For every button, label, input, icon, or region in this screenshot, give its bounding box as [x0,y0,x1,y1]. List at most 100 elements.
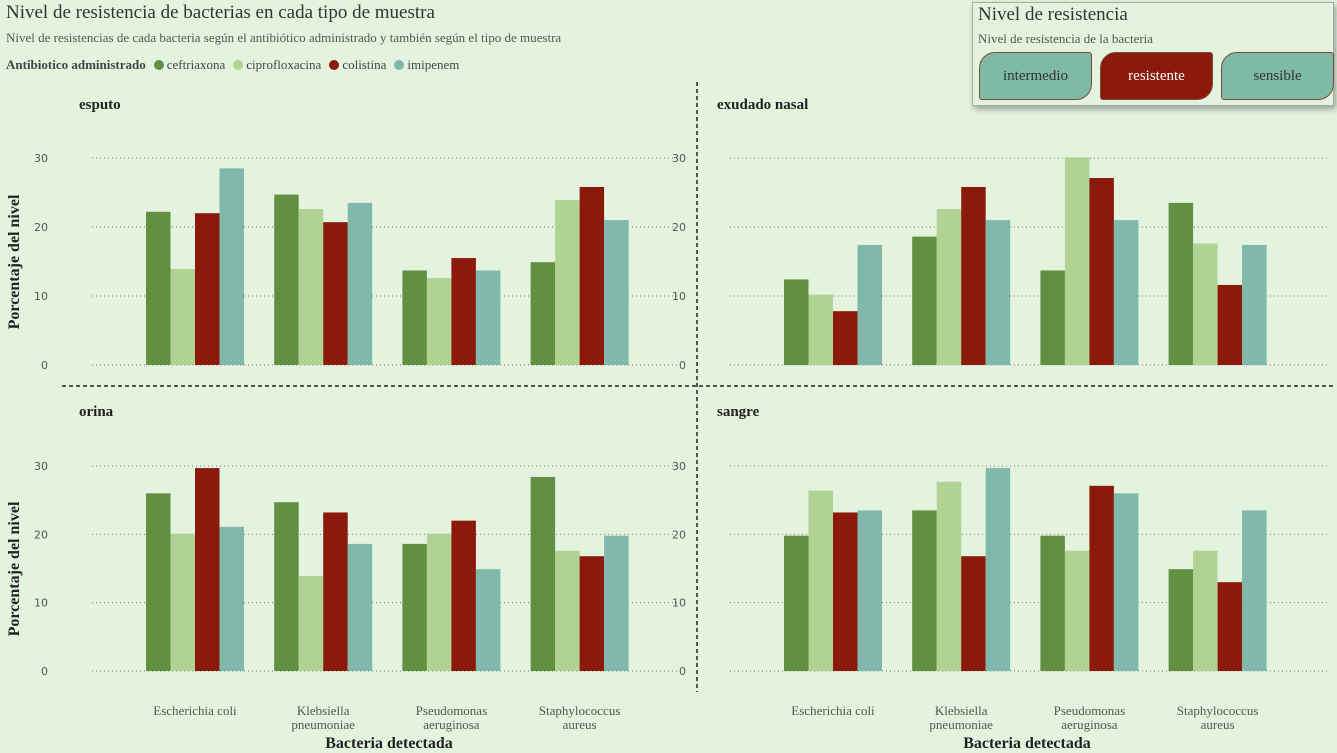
legend-item-ceftriaxona[interactable]: ceftriaxona [153,57,226,73]
y-tick-label: 0 [41,359,48,372]
bar-colistina [323,222,348,365]
bar-colistina [323,512,348,671]
legend-dot-icon [233,60,244,70]
x-category-label: aeruginosa [1061,717,1118,732]
bar-ceftriaxona [912,236,937,365]
bar-ciprofloxacina [808,490,833,671]
x-category-label: pneumoniae [291,717,355,732]
bar-ciprofloxacina [808,294,833,365]
resistance-level-slicer: Nivel de resistencia Nivel de resistenci… [972,2,1334,106]
slicer-title: Nivel de resistencia [978,4,1128,25]
bar-colistina [579,556,605,671]
legend-item-label: ceftriaxona [166,57,226,72]
bar-ceftriaxona [402,543,427,671]
x-category-label: aeruginosa [423,717,480,732]
bar-colistina [1089,178,1114,365]
x-category-label: Klebsiella [297,703,350,718]
bar-ciprofloxacina [170,269,195,365]
bar-ceftriaxona [784,535,809,671]
y-tick-label: 0 [679,665,686,678]
x-category-label: aureus [1201,717,1235,732]
bar-ciprofloxacina [936,209,962,365]
slicer-subtitle: Nivel de resistencia de la bacteria [978,31,1154,46]
bar-colistina [1089,485,1114,671]
bar-ciprofloxacina [555,200,580,365]
y-tick-label: 20 [34,221,48,234]
y-tick-label: 30 [34,460,48,473]
y-tick-label: 30 [34,152,48,165]
bar-ciprofloxacina [1193,243,1218,365]
panel-title-orina: orina [79,404,114,420]
y-tick-label: 0 [41,665,48,678]
x-axis-title: Bacteria detectada [963,735,1091,752]
bar-imipenem [857,510,882,671]
bar-ceftriaxona [1040,535,1065,671]
bar-imipenem [347,543,373,671]
x-category-label: Escherichia coli [153,703,237,718]
legend-item-ciprofloxacina[interactable]: ciprofloxacina [233,57,321,73]
legend-item-label: ciprofloxacina [246,57,322,72]
x-category-label: Pseudomonas [1054,703,1126,718]
bar-ceftriaxona [274,502,299,671]
y-axis-title: Porcentaje del nivel [6,194,23,329]
bar-imipenem [1242,244,1267,365]
bar-colistina [961,186,986,365]
bar-imipenem [475,270,501,365]
bar-colistina [195,468,220,671]
bar-ceftriaxona [274,194,299,365]
legend-item-imipenem[interactable]: imipenem [394,57,459,73]
bar-ceftriaxona [1168,202,1194,365]
bar-imipenem [985,220,1011,365]
x-category-label: Klebsiella [935,703,988,718]
bar-ciprofloxacina [1193,550,1218,671]
y-tick-label: 10 [34,290,48,303]
bar-colistina [833,512,858,671]
page-subtitle: Nivel de resistencias de cada bacteria s… [6,30,562,45]
x-category-label: pneumoniae [929,717,993,732]
bar-ceftriaxona [146,211,171,365]
bar-ciprofloxacina [555,550,580,671]
x-category-label: Staphylococcus [1177,703,1259,718]
x-category-label: Pseudomonas [416,703,488,718]
bar-colistina [1217,582,1243,671]
legend-item-label: imipenem [407,57,460,72]
slicer-button-sensible[interactable]: sensible [1221,52,1334,100]
legend-item-colistina[interactable]: colistina [329,57,386,73]
slicer-button-resistente[interactable]: resistente [1100,52,1213,100]
bar-imipenem [219,168,244,365]
y-tick-label: 30 [672,152,686,165]
bar-imipenem [347,202,373,365]
slicer-button-intermedio[interactable]: intermedio [979,52,1092,100]
x-category-label: Staphylococcus [539,703,621,718]
y-tick-label: 20 [672,221,686,234]
bar-imipenem [475,569,501,671]
bar-imipenem [1113,220,1139,365]
legend-dot-icon [394,60,405,70]
bar-colistina [579,186,605,365]
bar-imipenem [1113,493,1139,671]
bar-ceftriaxona [402,270,427,365]
bar-imipenem [219,526,244,671]
bar-colistina [451,520,476,671]
bar-ciprofloxacina [298,209,324,365]
bar-colistina [195,213,220,365]
bar-ceftriaxona [1168,569,1194,671]
y-tick-label: 20 [34,528,48,541]
bar-ciprofloxacina [936,481,962,671]
y-tick-label: 30 [672,460,686,473]
bar-imipenem [1242,510,1267,671]
legend-dot-icon [153,60,164,70]
x-category-label: aureus [563,717,597,732]
bar-ceftriaxona [1040,270,1065,365]
y-tick-label: 10 [34,597,48,610]
y-tick-label: 0 [679,359,686,372]
bar-ciprofloxacina [170,533,195,671]
legend-item-label: colistina [342,57,387,72]
bar-imipenem [604,535,629,671]
panel-title-sangre: sangre [717,404,760,420]
bar-ceftriaxona [784,279,809,365]
bar-colistina [961,556,986,671]
bar-imipenem [985,468,1011,671]
bar-colistina [1217,284,1243,365]
